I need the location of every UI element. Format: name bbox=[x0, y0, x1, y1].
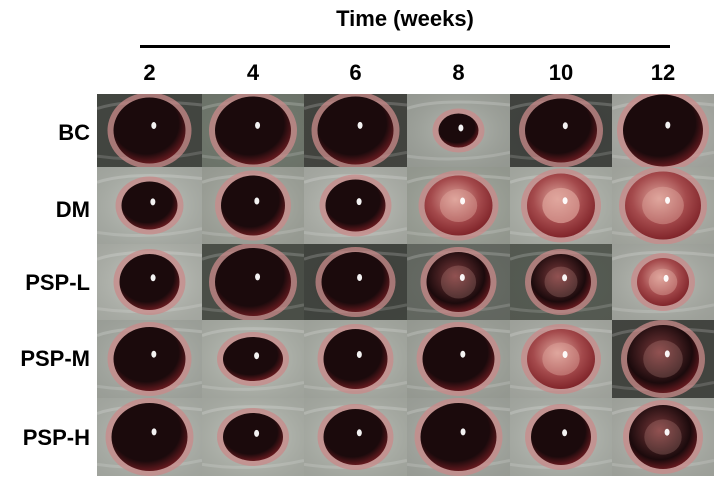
column-label-week-2: 2 bbox=[143, 60, 156, 85]
eye-photo-psp-h-week-2 bbox=[97, 398, 202, 476]
eye-photo-psp-m-week-6 bbox=[304, 320, 407, 398]
eye-photo-psp-l-week-10 bbox=[510, 244, 612, 320]
eye-photo-bc-week-2 bbox=[97, 94, 202, 167]
title-underline bbox=[140, 45, 670, 48]
column-label-week-4: 4 bbox=[246, 60, 260, 85]
eye-photo-psp-h-week-12 bbox=[612, 398, 714, 476]
eye-photo-dm-week-12 bbox=[612, 167, 714, 244]
eye-photo-dm-week-4 bbox=[202, 167, 304, 244]
column-label-week-6: 6 bbox=[349, 60, 362, 85]
eye-photo-psp-h-week-4 bbox=[202, 398, 304, 476]
row-label-psp-h: PSP-H bbox=[22, 425, 90, 450]
row-label-bc: BC bbox=[58, 120, 90, 145]
eye-photo-bc-week-4 bbox=[202, 94, 304, 167]
eye-photo-psp-l-week-4 bbox=[202, 244, 304, 320]
eye-photo-psp-m-week-8 bbox=[407, 320, 510, 398]
eye-photo-psp-h-week-8 bbox=[407, 398, 510, 476]
eye-photo-psp-l-week-6 bbox=[304, 244, 407, 320]
eye-photo-psp-h-week-6 bbox=[304, 398, 407, 476]
row-label-psp-m: PSP-M bbox=[20, 346, 90, 371]
column-label-week-8: 8 bbox=[452, 60, 465, 85]
eye-photo-psp-l-week-2 bbox=[97, 244, 202, 320]
eye-photo-psp-l-week-12 bbox=[612, 244, 714, 320]
column-label-week-12: 12 bbox=[650, 60, 676, 85]
eye-photo-psp-l-week-8 bbox=[407, 244, 510, 320]
figure-title: Time (weeks) bbox=[336, 6, 474, 31]
eye-photo-psp-m-week-12 bbox=[612, 320, 714, 398]
row-label-psp-l: PSP-L bbox=[25, 270, 90, 295]
eye-photo-psp-m-week-2 bbox=[97, 320, 202, 398]
eye-photo-dm-week-8 bbox=[407, 167, 510, 244]
eye-photo-dm-week-6 bbox=[304, 167, 407, 244]
row-label-dm: DM bbox=[55, 197, 90, 222]
eye-photo-psp-h-week-10 bbox=[510, 398, 612, 476]
eye-photo-bc-week-8 bbox=[407, 94, 510, 167]
eye-photo-bc-week-10 bbox=[510, 94, 612, 167]
eye-photo-bc-week-6 bbox=[304, 94, 407, 167]
eye-photo-psp-m-week-4 bbox=[202, 320, 304, 398]
eye-photo-dm-week-2 bbox=[97, 167, 202, 244]
column-label-week-10: 10 bbox=[548, 60, 574, 85]
eye-photo-dm-week-10 bbox=[510, 167, 612, 244]
eye-photo-bc-week-12 bbox=[612, 94, 714, 167]
eye-photo-psp-m-week-10 bbox=[510, 320, 612, 398]
